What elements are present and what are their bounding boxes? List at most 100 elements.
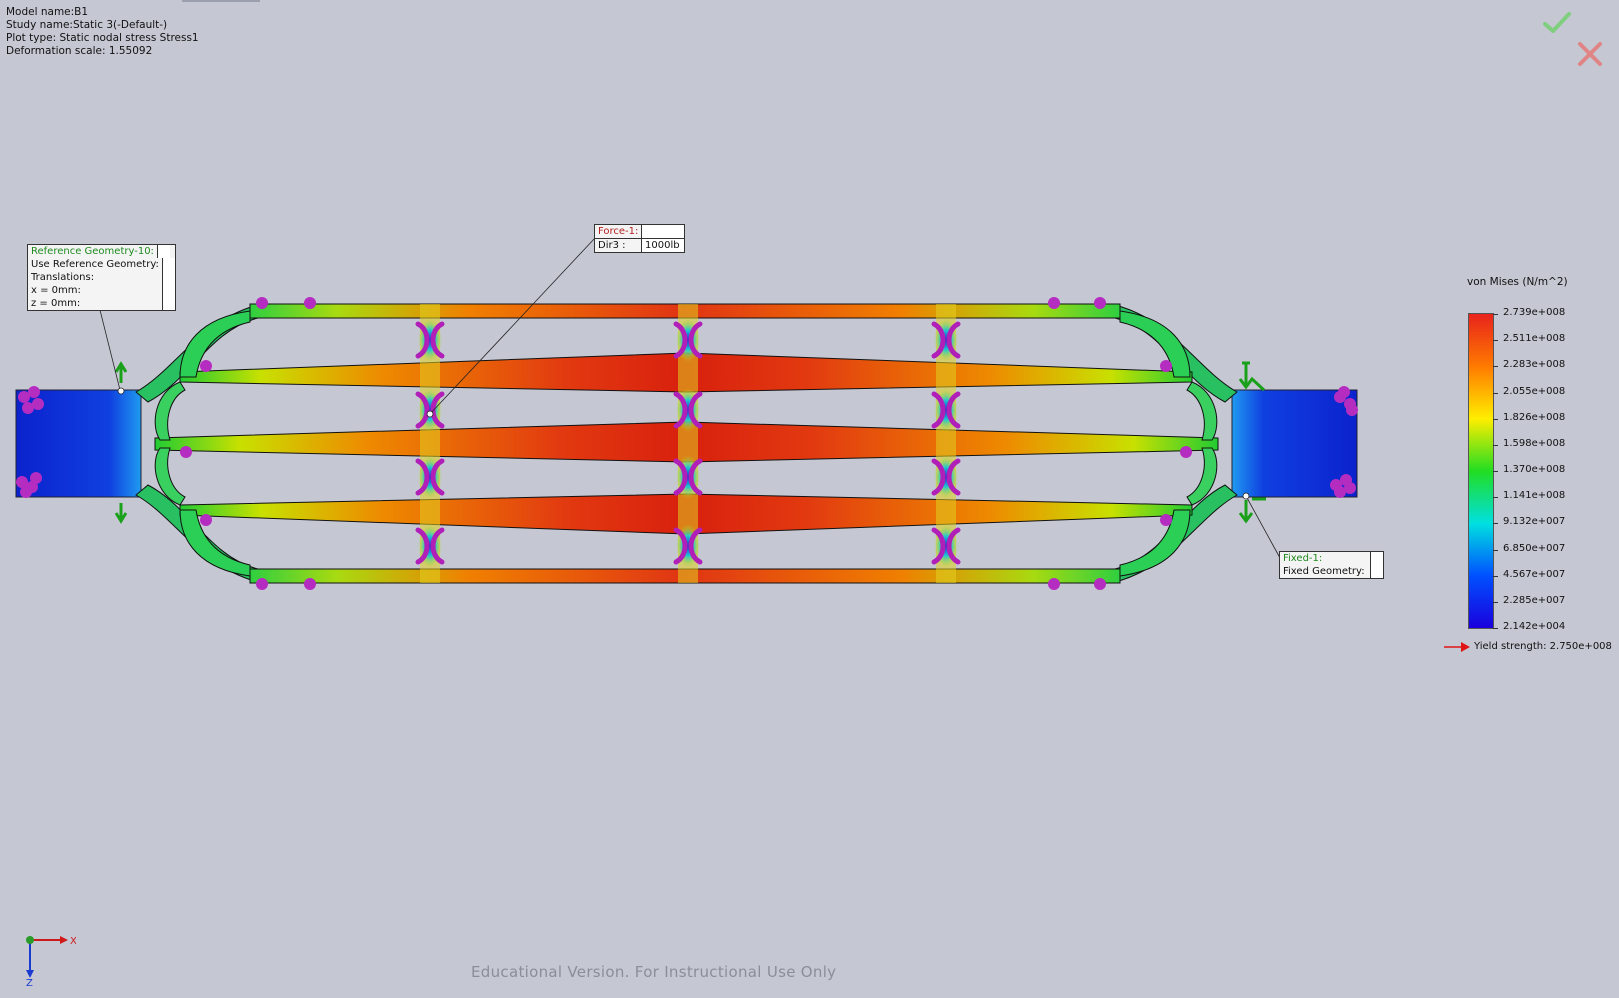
connector-fixture-mark bbox=[931, 321, 946, 359]
fixture-marker bbox=[1048, 297, 1060, 309]
legend-tick-label: 2.283e+008 bbox=[1503, 359, 1566, 371]
fixture-marker bbox=[1344, 482, 1356, 494]
connector-fixture-mark bbox=[673, 527, 688, 565]
left-loop-upper bbox=[179, 310, 251, 378]
connector-fixture-mark bbox=[946, 527, 961, 565]
connector-fixture-mark bbox=[688, 321, 703, 359]
legend-tick-label: 2.511e+008 bbox=[1503, 333, 1566, 345]
force-callout[interactable]: Force-1: Dir3 : 1000lb bbox=[594, 224, 685, 253]
force-dir-value: 1000lb bbox=[641, 239, 684, 252]
reference-geometry-value bbox=[156, 245, 170, 258]
fixture-marker bbox=[1048, 578, 1060, 590]
red-arrow-icon bbox=[1444, 641, 1470, 652]
reference-geometry-value5 bbox=[161, 297, 175, 310]
legend-tick-mark bbox=[1493, 601, 1498, 603]
right-end-block bbox=[1231, 389, 1358, 498]
legend-tick-mark bbox=[1493, 575, 1498, 577]
reference-geometry-value2 bbox=[161, 258, 175, 271]
legend-tick-label: 2.739e+008 bbox=[1503, 307, 1566, 318]
fixture-marker bbox=[1346, 404, 1358, 416]
legend-tick-mark bbox=[1493, 392, 1498, 394]
legend-tick-label: 1.141e+008 bbox=[1503, 490, 1566, 502]
reference-geometry-callout[interactable]: Reference Geometry-10: Use Reference Geo… bbox=[27, 244, 176, 311]
reference-geometry-value3 bbox=[161, 271, 175, 284]
legend-tick-mark bbox=[1493, 471, 1498, 472]
connector-fixture-mark bbox=[430, 321, 445, 359]
reference-geometry-line4: z = 0mm: bbox=[31, 298, 81, 309]
legend-tick-mark bbox=[1493, 549, 1498, 551]
legend-tick-mark bbox=[1493, 366, 1498, 368]
legend-tick-mark bbox=[1493, 497, 1498, 499]
fixed-title: Fixed-1: bbox=[1283, 553, 1323, 564]
connector-fixture-mark bbox=[688, 458, 703, 496]
reference-geometry-line2: Translations: bbox=[31, 272, 95, 283]
reference-geometry-value4 bbox=[161, 284, 175, 297]
red-x-icon[interactable] bbox=[1576, 40, 1604, 68]
legend-title: von Mises (N/m^2) bbox=[1467, 276, 1568, 288]
reference-geometry-line1: Use Reference Geometry: bbox=[31, 259, 159, 270]
force-title-value bbox=[641, 225, 684, 238]
left-loop-lower bbox=[179, 509, 251, 577]
legend-tick-label: 2.142e+004 bbox=[1503, 621, 1566, 632]
legend-tick-label: 1.826e+008 bbox=[1503, 411, 1566, 423]
fixed-geometry-arrow-icon bbox=[1238, 361, 1266, 524]
fixture-marker bbox=[1094, 297, 1106, 309]
deformation-scale: Deformation scale: 1.55092 bbox=[6, 45, 153, 57]
connector-column bbox=[420, 304, 440, 583]
fixed-line1-value bbox=[1370, 565, 1383, 578]
color-scale-bar bbox=[1468, 313, 1494, 629]
force-leader-line bbox=[429, 237, 596, 415]
model-name: Model name:B1 bbox=[6, 6, 89, 18]
connector-fixture-mark bbox=[673, 321, 688, 359]
connector-fixture-mark bbox=[946, 321, 961, 359]
right-loop-upper bbox=[1119, 310, 1191, 378]
connector-fixture-mark bbox=[430, 458, 445, 496]
fixture-marker bbox=[304, 297, 316, 309]
coordinate-triad-icon: X Z bbox=[26, 936, 76, 986]
fixture-marker bbox=[30, 472, 42, 484]
right-loop-lower bbox=[1119, 509, 1191, 577]
fixture-marker bbox=[16, 476, 28, 488]
fixture-marker bbox=[1160, 360, 1172, 372]
fixture-marker bbox=[1094, 578, 1106, 590]
right-mid-loop bbox=[1186, 381, 1218, 506]
fixture-marker bbox=[1160, 514, 1172, 526]
force-anchor bbox=[426, 410, 434, 418]
legend-tick-label: 6.850e+007 bbox=[1503, 542, 1566, 554]
connector-fixture-mark bbox=[430, 391, 445, 429]
fixture-marker bbox=[200, 514, 212, 526]
connector-fixture-mark bbox=[931, 527, 946, 565]
fixed-leader-line bbox=[1245, 495, 1281, 559]
legend-tick-label: 2.055e+008 bbox=[1503, 385, 1566, 397]
legend-tick-mark bbox=[1493, 628, 1498, 629]
connector-fixture-mark bbox=[946, 458, 961, 496]
reference-geometry-arrow-icon bbox=[114, 361, 128, 524]
fixture-marker bbox=[1180, 446, 1192, 458]
connector-fixture-mark bbox=[688, 527, 703, 565]
legend-tick-mark bbox=[1493, 523, 1498, 525]
fixture-marker bbox=[20, 486, 32, 498]
connector-fixture-mark bbox=[430, 527, 445, 565]
legend-tick-mark bbox=[1493, 340, 1498, 342]
top-tab-indicator bbox=[182, 0, 260, 2]
plot-type: Plot type: Static nodal stress Stress1 bbox=[6, 32, 199, 44]
connector-fixture-mark bbox=[931, 391, 946, 429]
reference-geometry-line3: x = 0mm: bbox=[31, 285, 81, 296]
connector-fixture-mark bbox=[673, 391, 688, 429]
watermark: Educational Version. For Instructional U… bbox=[471, 963, 837, 981]
green-check-icon[interactable] bbox=[1542, 10, 1572, 36]
reference-geometry-title: Reference Geometry-10: bbox=[31, 246, 154, 257]
triad-x-label: X bbox=[70, 936, 76, 947]
fixture-marker bbox=[22, 402, 34, 414]
fixture-marker bbox=[32, 398, 44, 410]
fixture-marker bbox=[1338, 386, 1350, 398]
fixture-marker bbox=[180, 446, 192, 458]
fixed-callout[interactable]: Fixed-1: Fixed Geometry: bbox=[1279, 551, 1384, 579]
connector-fixture-mark bbox=[946, 391, 961, 429]
connector-fixture-mark bbox=[931, 458, 946, 496]
fixture-marker bbox=[256, 578, 268, 590]
connector-fixture-mark bbox=[415, 527, 430, 565]
connector-column bbox=[936, 304, 956, 583]
yield-strength: Yield strength: 2.750e+008 bbox=[1444, 641, 1612, 652]
